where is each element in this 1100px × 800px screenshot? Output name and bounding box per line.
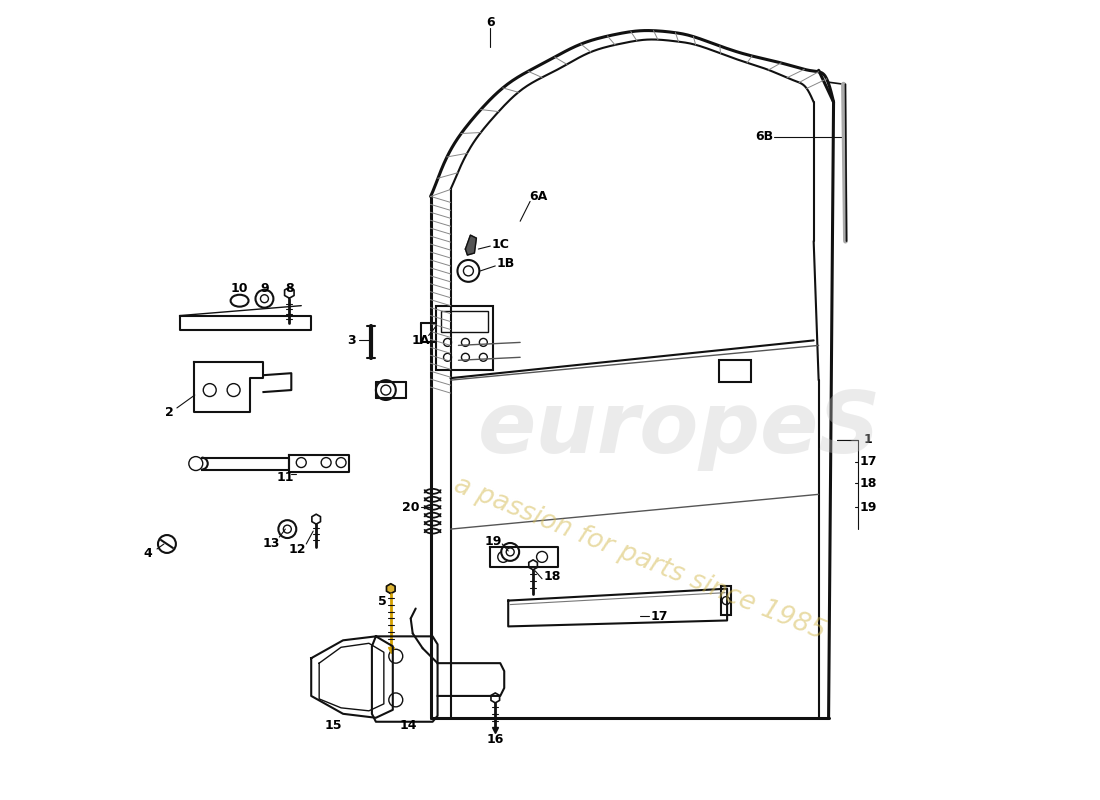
Polygon shape bbox=[285, 287, 294, 298]
Circle shape bbox=[261, 294, 268, 302]
Circle shape bbox=[463, 266, 473, 276]
Text: 2: 2 bbox=[165, 406, 174, 419]
Circle shape bbox=[189, 457, 202, 470]
Ellipse shape bbox=[231, 294, 249, 306]
Text: 18: 18 bbox=[543, 570, 561, 583]
Text: 18: 18 bbox=[860, 477, 877, 490]
Polygon shape bbox=[372, 636, 438, 722]
Text: 8: 8 bbox=[285, 282, 294, 295]
Text: a passion for parts since 1985: a passion for parts since 1985 bbox=[450, 472, 829, 646]
Circle shape bbox=[537, 551, 548, 562]
Polygon shape bbox=[289, 454, 349, 471]
Circle shape bbox=[227, 384, 240, 397]
Circle shape bbox=[498, 551, 508, 562]
Circle shape bbox=[443, 338, 451, 346]
Polygon shape bbox=[311, 636, 393, 718]
Text: 5: 5 bbox=[378, 595, 387, 608]
Text: 1C: 1C bbox=[492, 238, 509, 250]
Polygon shape bbox=[386, 584, 395, 594]
Circle shape bbox=[502, 543, 519, 561]
Circle shape bbox=[722, 597, 730, 605]
Circle shape bbox=[204, 384, 217, 397]
Circle shape bbox=[443, 354, 451, 362]
Polygon shape bbox=[529, 560, 538, 570]
Polygon shape bbox=[465, 235, 476, 255]
Bar bbox=[441, 310, 488, 333]
Bar bbox=[719, 360, 751, 382]
Circle shape bbox=[296, 458, 306, 467]
Text: 17: 17 bbox=[859, 455, 877, 468]
Circle shape bbox=[461, 354, 470, 362]
Circle shape bbox=[376, 380, 396, 400]
Bar bbox=[722, 586, 732, 615]
Text: 1A: 1A bbox=[411, 334, 430, 347]
Polygon shape bbox=[312, 514, 320, 524]
Polygon shape bbox=[491, 693, 499, 703]
Text: 17: 17 bbox=[651, 610, 668, 623]
Text: 4: 4 bbox=[144, 547, 153, 561]
Text: 13: 13 bbox=[263, 538, 280, 550]
Circle shape bbox=[506, 548, 514, 556]
Polygon shape bbox=[491, 547, 558, 567]
Text: 19: 19 bbox=[485, 534, 502, 547]
Circle shape bbox=[284, 525, 292, 533]
Circle shape bbox=[255, 290, 274, 308]
Polygon shape bbox=[201, 458, 289, 470]
Polygon shape bbox=[264, 373, 292, 392]
Circle shape bbox=[461, 338, 470, 346]
Polygon shape bbox=[438, 663, 504, 696]
Polygon shape bbox=[194, 362, 264, 412]
Text: 16: 16 bbox=[486, 733, 504, 746]
Text: 3: 3 bbox=[346, 334, 355, 347]
Text: 10: 10 bbox=[231, 282, 249, 295]
Circle shape bbox=[388, 650, 403, 663]
Text: 1B: 1B bbox=[496, 258, 515, 270]
Circle shape bbox=[381, 385, 390, 395]
Text: 15: 15 bbox=[324, 719, 342, 732]
Text: 12: 12 bbox=[288, 543, 306, 557]
Text: 19: 19 bbox=[860, 501, 877, 514]
Text: 6B: 6B bbox=[755, 130, 773, 143]
Circle shape bbox=[458, 260, 480, 282]
Polygon shape bbox=[508, 589, 727, 626]
Text: europeS: europeS bbox=[477, 388, 881, 471]
Circle shape bbox=[278, 520, 296, 538]
Text: 1: 1 bbox=[864, 434, 872, 446]
Circle shape bbox=[480, 354, 487, 362]
Text: 6: 6 bbox=[486, 16, 495, 29]
Circle shape bbox=[388, 693, 403, 707]
Text: 11: 11 bbox=[276, 471, 294, 484]
Text: 9: 9 bbox=[260, 282, 268, 295]
Circle shape bbox=[321, 458, 331, 467]
Circle shape bbox=[337, 458, 346, 467]
Text: 20: 20 bbox=[402, 501, 419, 514]
Circle shape bbox=[480, 338, 487, 346]
Circle shape bbox=[158, 535, 176, 553]
Text: 14: 14 bbox=[400, 719, 418, 732]
Polygon shape bbox=[180, 315, 311, 330]
Text: 6A: 6A bbox=[529, 190, 547, 203]
Bar bbox=[436, 306, 493, 370]
